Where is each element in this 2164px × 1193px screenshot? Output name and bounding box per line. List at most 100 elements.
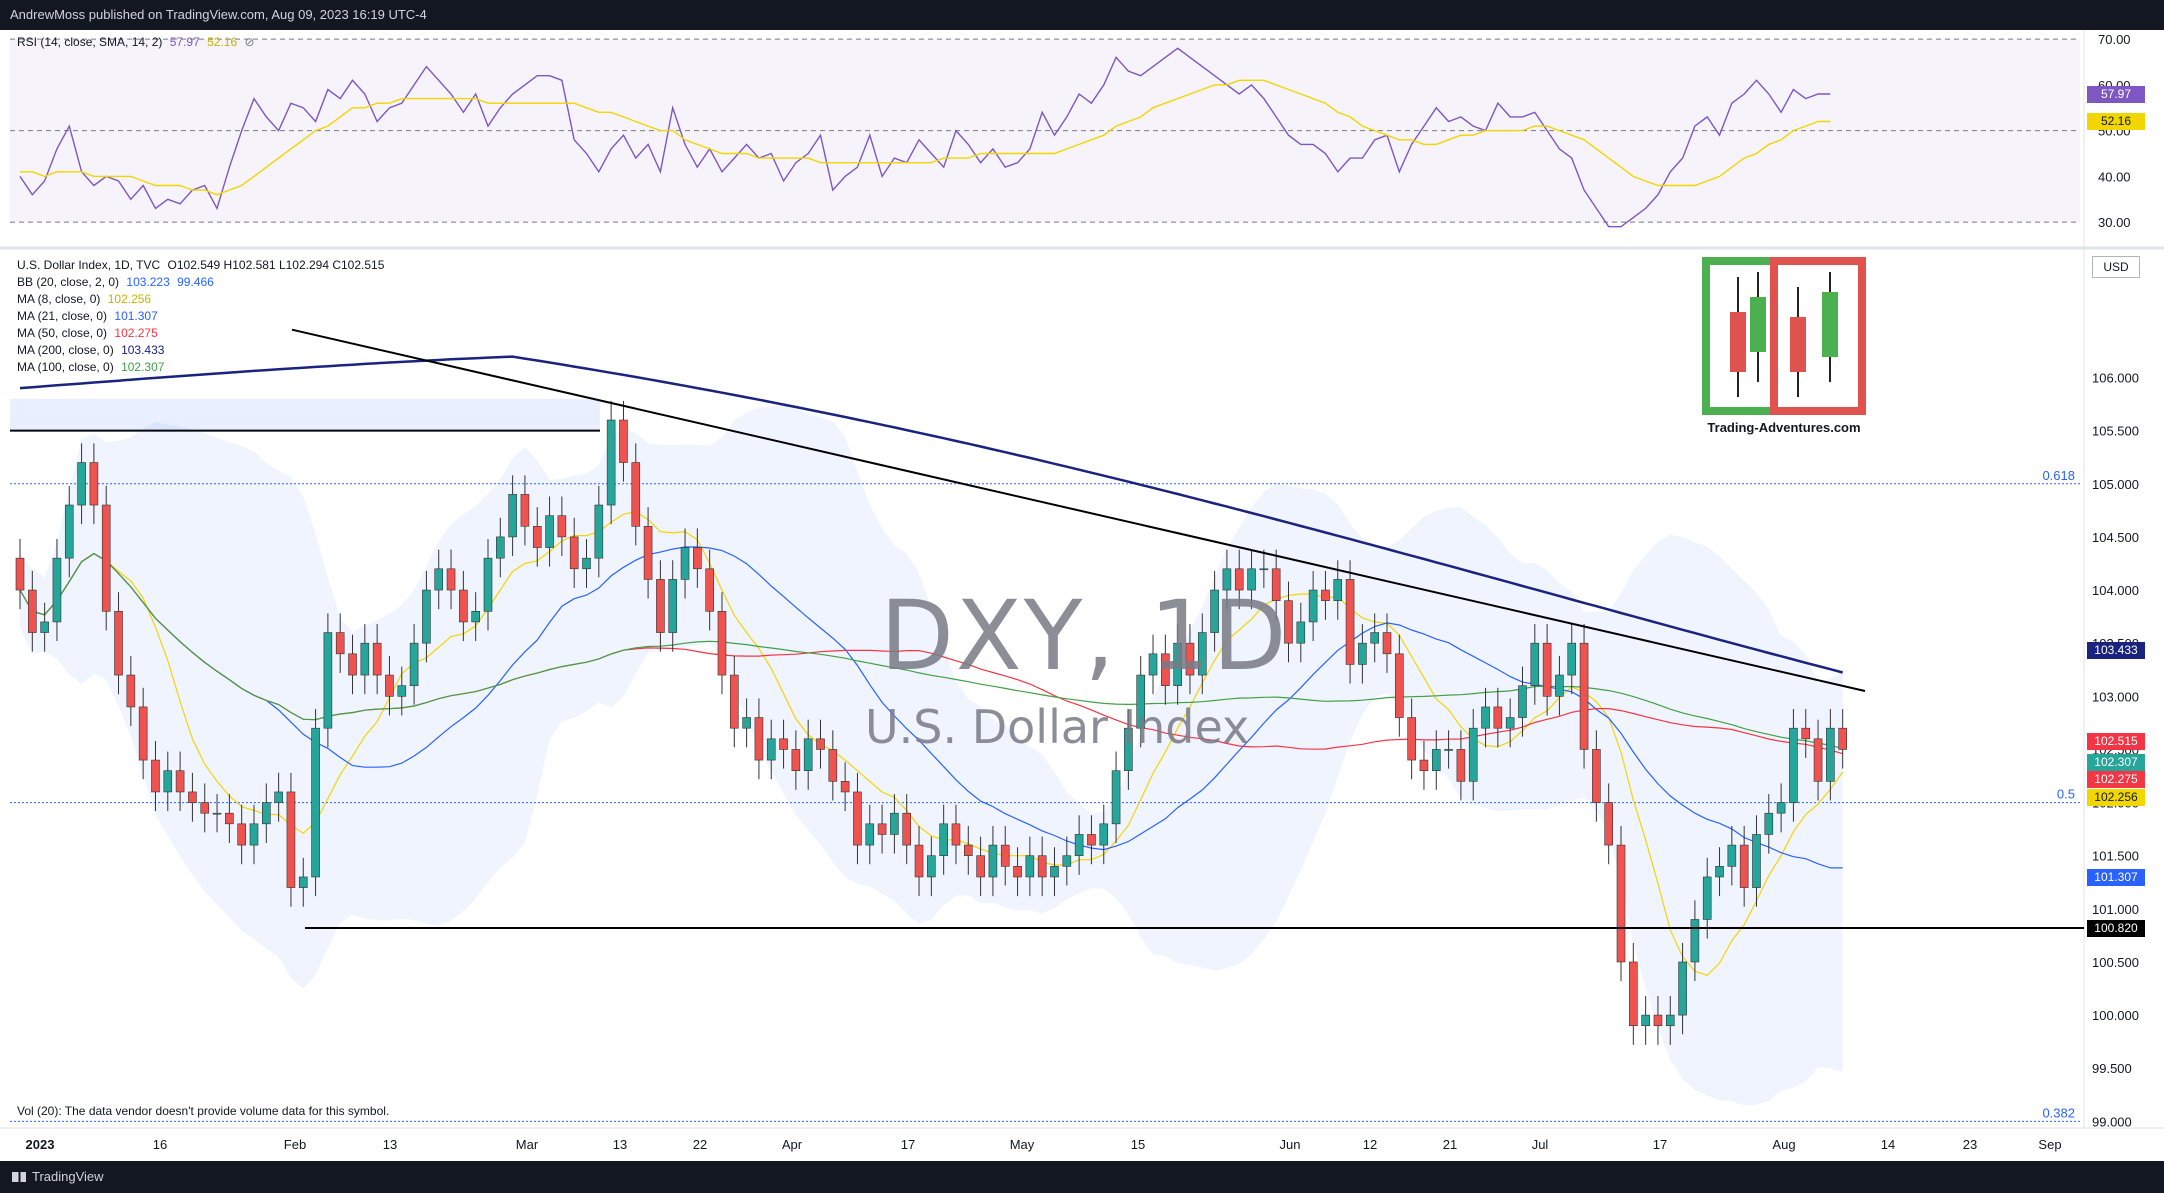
candle-body	[877, 823, 887, 835]
candle-body	[1222, 568, 1232, 591]
candle-body	[274, 791, 283, 803]
candle-body	[840, 781, 850, 793]
candle-body	[163, 770, 173, 793]
candle-body	[311, 727, 320, 878]
candle-body	[1813, 738, 1823, 782]
candle-body	[508, 494, 517, 538]
rsi-legend-label: RSI (14, close, SMA, 14, 2)	[17, 35, 163, 49]
indicator-value: 102.275	[114, 326, 158, 340]
tradingview-logo[interactable]: TradingView	[12, 1169, 104, 1184]
candle-body	[64, 504, 74, 559]
rsi-axis-tick: 40.00	[2098, 169, 2131, 184]
price-badge: 102.307	[2087, 754, 2145, 772]
candle-body	[225, 812, 234, 825]
time-axis-tick: Jun	[1280, 1137, 1301, 1152]
candle-body	[828, 749, 838, 782]
candle-body	[569, 536, 579, 570]
candle-body	[1542, 642, 1552, 697]
candle-body	[816, 738, 825, 750]
candle-body	[126, 674, 136, 708]
candle-body	[1161, 653, 1170, 686]
price-badge: 102.515	[2087, 732, 2145, 750]
candle-body	[1407, 717, 1416, 761]
indicator-ma100[interactable]: MA (100, close, 0) 102.307	[17, 360, 164, 374]
candle-body	[1653, 1014, 1663, 1027]
time-axis-tick: 13	[383, 1137, 397, 1152]
candle-body	[138, 706, 148, 761]
candle-body	[1395, 653, 1404, 718]
candle-body	[1826, 727, 1835, 782]
candle-body	[902, 812, 912, 846]
candle-body	[200, 802, 210, 814]
candle-body	[914, 844, 924, 878]
candle-body	[1259, 568, 1269, 571]
rsi-legend[interactable]: RSI (14, close, SMA, 14, 2) 57.97 52.16 …	[17, 35, 255, 49]
candle-body	[397, 685, 407, 697]
indicator-ma50[interactable]: MA (50, close, 0) 102.275	[17, 326, 158, 340]
candle-body	[865, 823, 875, 846]
candle-body	[532, 525, 542, 548]
candle-body	[1838, 727, 1847, 750]
candle-body	[323, 632, 333, 729]
trading-adventures-logo: Trading-Adventures.com	[1702, 257, 1866, 437]
candle-body	[1739, 844, 1749, 888]
candle-body	[372, 642, 382, 676]
candle-body	[927, 855, 936, 878]
price-badge: 57.97	[2087, 86, 2145, 104]
symbol-title: U.S. Dollar Index, 1D, TVC	[17, 258, 161, 272]
top-bar: AndrewMoss published on TradingView.com,…	[0, 0, 2164, 30]
price-axis-tick: 104.000	[2092, 583, 2139, 598]
candle-body	[1629, 961, 1638, 1027]
indicator-bb[interactable]: BB (20, close, 2, 0) 103.223 99.466	[17, 275, 214, 289]
candle-body	[988, 844, 998, 878]
price-badge: 101.307	[2087, 868, 2145, 886]
trendline-resistance	[291, 328, 1866, 692]
indicator-value: 102.307	[121, 360, 165, 374]
fib-level-label: 0.618	[2042, 468, 2075, 483]
candle-body	[1284, 600, 1293, 644]
candle-body	[1087, 834, 1096, 846]
symbol-legend[interactable]: U.S. Dollar Index, 1D, TVC O102.549 H102…	[17, 258, 384, 272]
candle-body	[619, 419, 628, 463]
volume-note: Vol (20): The data vendor doesn't provid…	[17, 1104, 390, 1118]
candle-body	[1579, 642, 1589, 750]
candle-body	[754, 717, 764, 761]
candle-body	[1604, 802, 1613, 846]
candle-body	[890, 812, 899, 835]
candle-body	[1234, 568, 1244, 591]
candle-body	[1124, 727, 1133, 771]
candle-body	[1296, 621, 1306, 644]
candle-body	[582, 557, 591, 570]
candle-body	[1382, 632, 1392, 655]
chart-area[interactable]: 70.0060.0050.0040.0030.00106.000105.5001…	[0, 30, 2164, 1161]
candle-body	[766, 738, 776, 761]
candle-body	[656, 579, 665, 633]
candle-body	[1197, 632, 1207, 676]
time-axis-tick: 23	[1963, 1137, 1977, 1152]
candle-body	[188, 791, 197, 803]
indicator-label: MA (50, close, 0)	[17, 326, 108, 340]
publisher-info: AndrewMoss published on TradingView.com,…	[10, 7, 427, 22]
indicator-label: MA (21, close, 0)	[17, 309, 108, 323]
candle-body	[1431, 749, 1441, 771]
indicator-ma8[interactable]: MA (8, close, 0) 102.256	[17, 292, 151, 306]
price-axis-tick: 100.500	[2092, 955, 2139, 970]
time-axis-tick: 17	[901, 1137, 915, 1152]
candle-body	[335, 632, 345, 655]
candle-body	[77, 462, 86, 506]
indicator-label: MA (200, close, 0)	[17, 343, 114, 357]
ma200-line	[19, 355, 1844, 674]
eye-slash-icon[interactable]: ⊘	[244, 35, 255, 49]
candle-body	[1776, 802, 1786, 814]
candle-body	[1308, 589, 1318, 623]
price-axis-tick: 105.000	[2092, 477, 2139, 492]
candle-body	[1715, 866, 1724, 878]
candle-body	[631, 462, 641, 527]
price-axis-tick: 99.500	[2092, 1061, 2132, 1076]
time-axis-tick: Apr	[782, 1137, 803, 1152]
candle-body	[742, 717, 751, 729]
indicator-ma200[interactable]: MA (200, close, 0) 103.433	[17, 343, 164, 357]
candle-body	[1321, 589, 1330, 601]
currency-selector[interactable]: USD	[2092, 256, 2140, 278]
indicator-ma21[interactable]: MA (21, close, 0) 101.307	[17, 309, 158, 323]
